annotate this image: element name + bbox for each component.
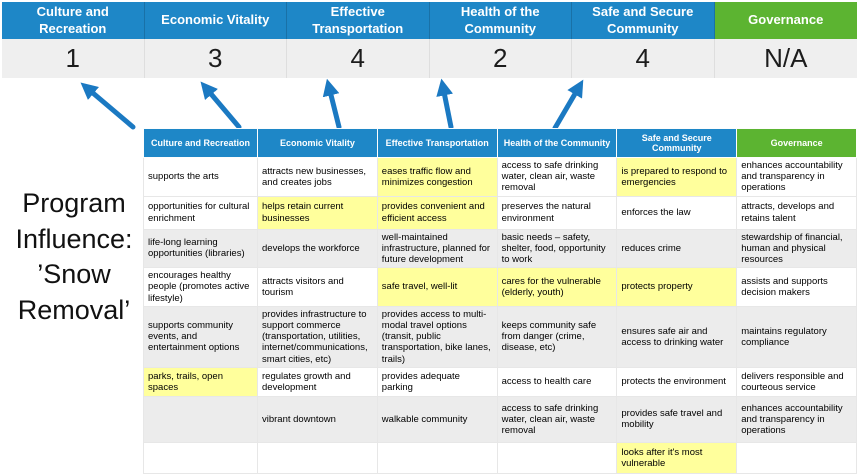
matrix-cell: basic needs – safety, shelter, food, opp… <box>496 228 618 269</box>
arrow-health-icon <box>436 78 454 130</box>
matrix-cell: enhances accountability and transparency… <box>736 157 857 197</box>
summary-category-label: Governance <box>714 2 857 39</box>
matrix-cell: stewardship of financial, human and phys… <box>736 228 857 269</box>
matrix-cell <box>376 441 498 474</box>
matrix-row: looks after it's most vulnerable <box>143 441 857 474</box>
summary-column: Safe and Secure Community 4 <box>572 2 715 78</box>
matrix-row: supports the arts attracts new businesses… <box>143 157 857 197</box>
matrix-cell: safe travel, well-lit <box>376 267 498 307</box>
matrix-row: vibrant downtown walkable community access… <box>143 395 857 443</box>
summary-score: 1 <box>2 39 145 78</box>
matrix-header-row: Culture and Recreation Economic Vitality E… <box>143 128 857 158</box>
summary-column: Health of the Community 2 <box>429 2 572 78</box>
matrix-header-cell: Governance <box>736 128 857 158</box>
matrix-row: parks, trails, open spaces regulates grow… <box>143 366 857 397</box>
matrix-cell: provides adequate parking <box>376 366 498 397</box>
matrix-row: encourages healthy people (promotes acti… <box>143 267 857 307</box>
summary-column: Culture and Recreation 1 <box>2 2 145 78</box>
summary-column: Governance N/A <box>714 2 857 78</box>
matrix-cell: attracts, develops and retains talent <box>736 195 857 230</box>
matrix-cell: protects the environment <box>616 366 738 397</box>
matrix-cell: parks, trails, open spaces <box>143 366 258 397</box>
arrow-economic-icon <box>200 81 242 130</box>
matrix-cell: regulates growth and development <box>257 366 378 397</box>
summary-category-label: Culture and Recreation <box>2 2 145 39</box>
matrix-cell <box>736 441 857 474</box>
matrix-cell: attracts new businesses, and creates job… <box>257 157 378 197</box>
matrix-cell: develops the workforce <box>257 228 378 269</box>
matrix-cell: looks after it's most vulnerable <box>616 441 738 474</box>
matrix-cell: ensures safe air and access to drinking … <box>616 305 738 368</box>
summary-category-label: Economic Vitality <box>144 2 287 39</box>
summary-column: Effective Transportation 4 <box>287 2 430 78</box>
matrix-cell <box>143 441 258 474</box>
matrix-header-cell: Effective Transportation <box>376 128 498 158</box>
summary-score: 3 <box>144 39 287 78</box>
matrix-cell <box>496 441 618 474</box>
matrix-cell: access to safe drinking water, clean air… <box>496 157 618 197</box>
matrix-cell: provides safe travel and mobility <box>616 395 738 443</box>
matrix-cell: life-long learning opportunities (librar… <box>143 228 258 269</box>
summary-column: Economic Vitality 3 <box>144 2 287 78</box>
matrix-cell: preserves the natural environment <box>496 195 618 230</box>
program-title: Program Influence: ’Snow Removal’ <box>15 188 133 325</box>
matrix-cell: walkable community <box>376 395 498 443</box>
matrix-cell: vibrant downtown <box>257 395 378 443</box>
summary-category-label: Health of the Community <box>429 2 572 39</box>
matrix-cell: cares for the vulnerable (elderly, youth… <box>496 267 618 307</box>
influence-arrows <box>80 78 584 131</box>
matrix-cell: maintains regulatory compliance <box>736 305 857 368</box>
matrix-cell: reduces crime <box>616 228 738 269</box>
summary-category-label: Safe and Secure Community <box>572 2 715 39</box>
matrix-cell: helps retain current businesses <box>257 195 378 230</box>
matrix-cell <box>257 441 378 474</box>
matrix-cell: enforces the law <box>616 195 738 230</box>
matrix-cell: well-maintained infrastructure, planned … <box>376 228 498 269</box>
summary-score: N/A <box>714 39 857 78</box>
matrix-cell: keeps community safe from danger (crime,… <box>496 305 618 368</box>
matrix-row: supports community events, and entertain… <box>143 305 857 368</box>
matrix-cell: protects property <box>616 267 738 307</box>
matrix-cell: delivers responsible and courteous servi… <box>736 366 857 397</box>
matrix-cell: supports the arts <box>143 157 258 197</box>
matrix-cell: enhances accountability and transparency… <box>736 395 857 443</box>
matrix-cell: provides access to multi-modal travel op… <box>376 305 498 368</box>
matrix-cell: encourages healthy people (promotes acti… <box>143 267 258 307</box>
influence-matrix: Culture and Recreation Economic Vitality E… <box>143 128 857 474</box>
arrow-culture-icon <box>80 82 136 130</box>
matrix-header-cell: Health of the Community <box>496 128 618 158</box>
summary-bar: Culture and Recreation 1 Economic Vitality… <box>2 2 857 78</box>
matrix-cell: access to health care <box>496 366 618 397</box>
arrow-transportation-icon <box>322 78 342 130</box>
matrix-cell <box>143 395 258 443</box>
matrix-header-cell: Culture and Recreation <box>143 128 258 158</box>
matrix-cell: attracts visitors and tourism <box>257 267 378 307</box>
summary-score: 4 <box>287 39 430 78</box>
matrix-cell: supports community events, and entertain… <box>143 305 258 368</box>
matrix-row: opportunities for cultural enrichment hel… <box>143 195 857 230</box>
matrix-cell: assists and supports decision makers <box>736 267 857 307</box>
summary-category-label: Effective Transportation <box>287 2 430 39</box>
matrix-row: life-long learning opportunities (librar… <box>143 228 857 269</box>
matrix-cell: opportunities for cultural enrichment <box>143 195 258 230</box>
matrix-cell: access to safe drinking water, clean air… <box>496 395 618 443</box>
matrix-cell: is prepared to respond to emergencies <box>616 157 738 197</box>
summary-score: 4 <box>572 39 715 78</box>
arrow-safe-icon <box>552 79 584 131</box>
matrix-cell: eases traffic flow and minimizes congest… <box>376 157 498 197</box>
summary-score: 2 <box>429 39 572 78</box>
matrix-cell: provides convenient and efficient access <box>376 195 498 230</box>
matrix-header-cell: Economic Vitality <box>257 128 378 158</box>
matrix-cell: provides infrastructure to support comme… <box>257 305 378 368</box>
matrix-header-cell: Safe and Secure Community <box>616 128 738 158</box>
